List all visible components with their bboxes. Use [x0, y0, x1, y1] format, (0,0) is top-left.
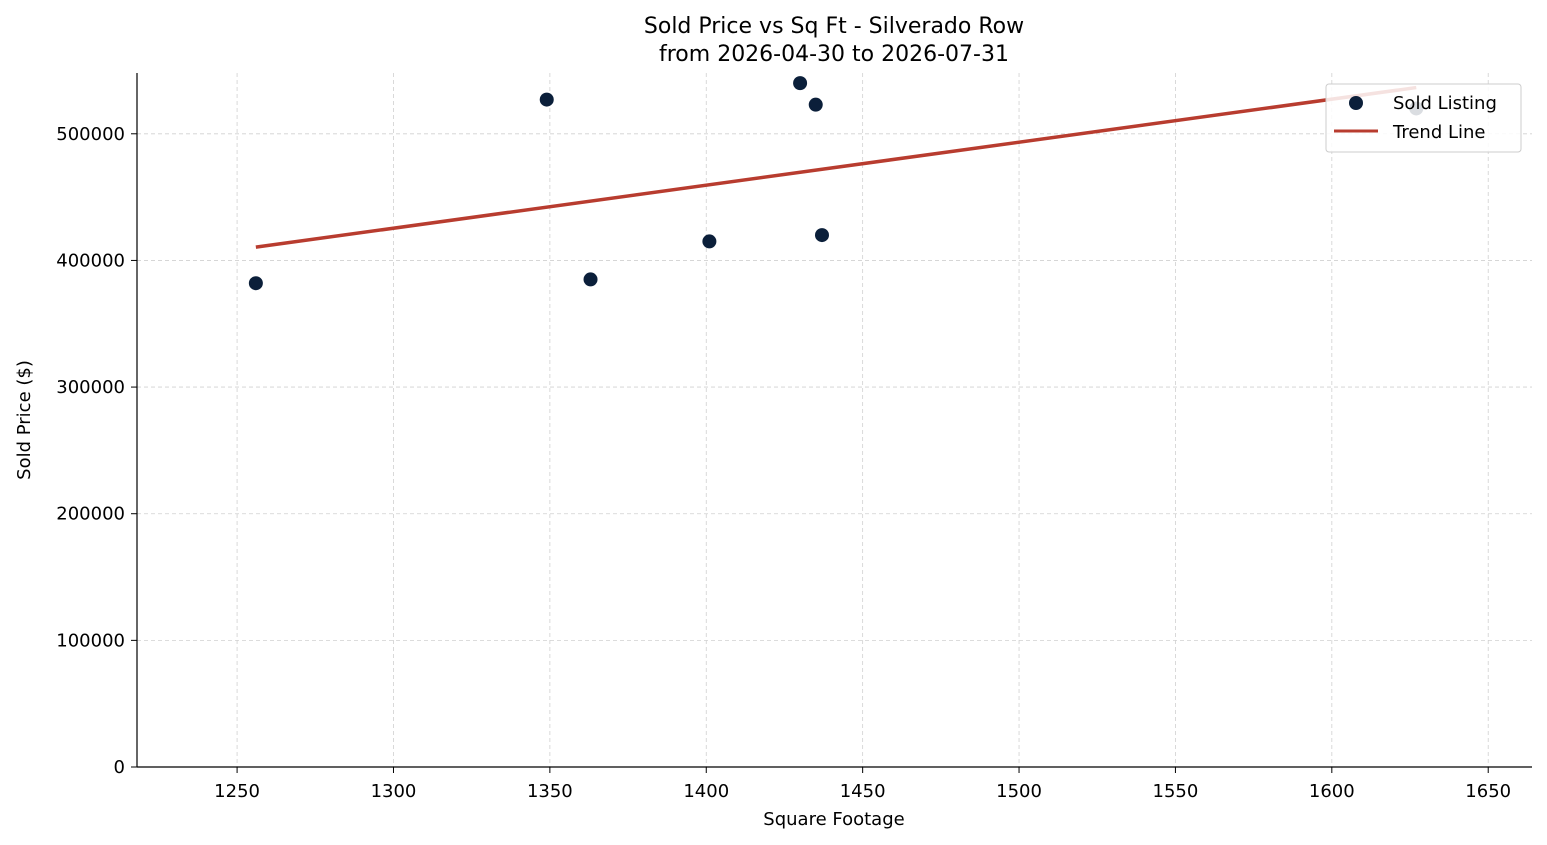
series	[248, 76, 1424, 291]
ticks: 1250 1300 1350 1400 1450 1500 1550 1600 1650 0 100…	[56, 124, 1511, 802]
x-tick-label: 1250	[214, 781, 260, 802]
legend-label-sold-listing: Sold Listing	[1393, 93, 1497, 114]
scatter-point	[539, 92, 554, 107]
scatter-point	[702, 234, 717, 249]
x-tick-label: 1600	[1309, 781, 1355, 802]
chart-title: Sold Price vs Sq Ft - Silverado Row	[644, 14, 1024, 39]
chart-subtitle: from 2026-04-30 to 2026-07-31	[659, 42, 1009, 67]
scatter-point	[583, 272, 598, 287]
y-tick-label: 100000	[56, 630, 125, 651]
scatter-point	[248, 276, 263, 291]
x-tick-label: 1450	[840, 781, 886, 802]
x-axis-label: Square Footage	[763, 809, 904, 830]
scatter-point	[793, 76, 808, 91]
y-tick-label: 200000	[56, 504, 125, 525]
axes	[136, 73, 1532, 768]
y-tick-label: 300000	[56, 377, 125, 398]
legend-marker-sold-listing	[1349, 96, 1363, 110]
y-tick-label: 500000	[56, 124, 125, 145]
x-tick-label: 1500	[996, 781, 1042, 802]
y-tick-label: 0	[114, 757, 125, 778]
trend-line	[255, 85, 1417, 249]
legend: Sold Listing Trend Line	[1325, 83, 1522, 153]
scatter-point	[808, 97, 823, 112]
y-axis-label: Sold Price ($)	[14, 360, 35, 480]
x-tick-label: 1400	[683, 781, 729, 802]
legend-box	[1325, 83, 1522, 153]
x-tick-label: 1300	[371, 781, 417, 802]
y-tick-label: 400000	[56, 250, 125, 271]
x-tick-label: 1550	[1153, 781, 1199, 802]
x-tick-label: 1350	[527, 781, 573, 802]
grid	[137, 73, 1532, 768]
x-tick-label: 1650	[1465, 781, 1511, 802]
scatter-point	[814, 228, 829, 243]
legend-label-trend-line: Trend Line	[1392, 122, 1486, 143]
